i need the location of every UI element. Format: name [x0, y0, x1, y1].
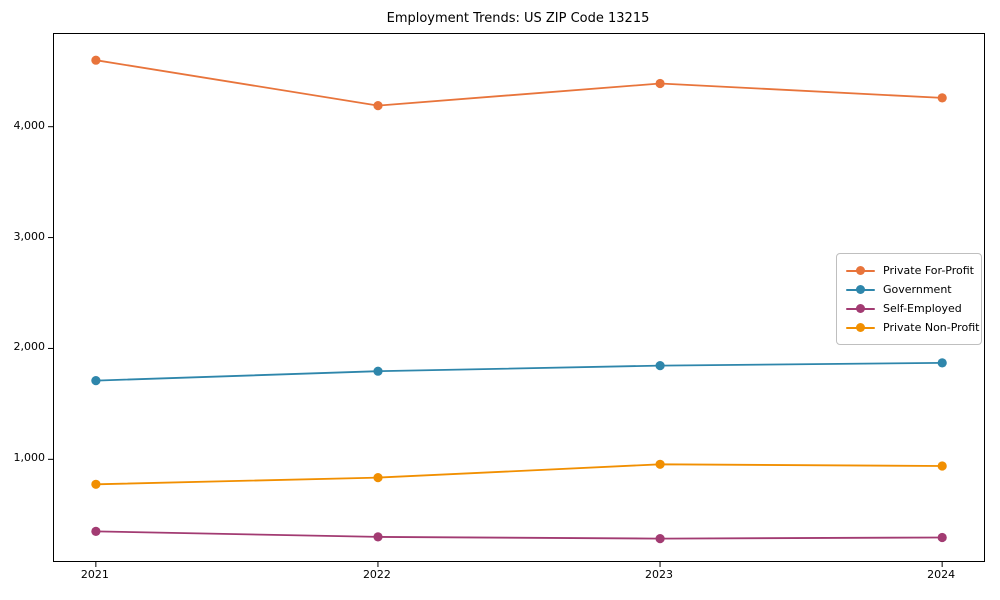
legend-marker-dot — [856, 285, 865, 294]
data-point-self-employed — [655, 534, 665, 544]
y-tick-label: 1,000 — [13, 451, 46, 465]
y-tick-label: 3,000 — [13, 229, 46, 243]
series-line-private-for-profit — [95, 59, 943, 107]
legend-label: Private Non-Profit — [883, 321, 980, 334]
series-line-private-non-profit — [95, 463, 943, 486]
data-point-private-non-profit — [373, 473, 383, 483]
data-point-private-for-profit — [91, 55, 101, 65]
data-point-private-non-profit — [937, 461, 947, 471]
series-line-government — [95, 362, 943, 382]
data-point-government — [373, 366, 383, 376]
data-point-government — [91, 376, 101, 386]
y-tick-label: 2,000 — [13, 340, 46, 354]
legend-marker-dot — [856, 304, 865, 313]
legend-marker-line — [846, 285, 875, 294]
data-point-private-non-profit — [655, 459, 665, 469]
chart-title: Employment Trends: US ZIP Code 13215 — [386, 11, 650, 26]
x-tick-label: 2023 — [645, 568, 674, 581]
data-point-private-for-profit — [655, 78, 665, 89]
legend-marker-line — [846, 266, 875, 275]
x-tick-label: 2021 — [80, 568, 109, 581]
legend-item: Government — [846, 280, 973, 299]
legend-marker-line — [846, 323, 875, 332]
x-tick-label: 2022 — [362, 568, 391, 581]
legend-marker-line — [846, 304, 875, 313]
legend-label: Private For-Profit — [883, 264, 974, 277]
data-point-self-employed — [373, 532, 383, 542]
legend-label: Self-Employed — [883, 302, 962, 315]
data-point-private-for-profit — [937, 93, 947, 103]
legend-item: Private Non-Profit — [846, 318, 979, 337]
data-point-private-non-profit — [91, 479, 101, 489]
plot-area: Private For-Profit Government Self-Emplo… — [48, 33, 985, 567]
data-point-self-employed — [937, 532, 947, 543]
y-tick-label: 4,000 — [13, 118, 46, 132]
data-point-self-employed — [91, 526, 101, 536]
data-point-government — [655, 361, 665, 371]
chart-canvas — [48, 55, 947, 567]
x-tick-label: 2024 — [927, 568, 956, 581]
series-line-self-employed — [95, 530, 943, 540]
legend: Private For-Profit Government Self-Emplo… — [836, 253, 982, 345]
data-point-government — [937, 358, 947, 368]
data-point-private-for-profit — [373, 101, 383, 111]
legend-label: Government — [883, 283, 952, 296]
legend-item: Private For-Profit — [846, 261, 974, 280]
legend-marker-dot — [856, 323, 865, 332]
legend-marker-dot — [856, 266, 865, 275]
legend-item: Self-Employed — [846, 299, 973, 318]
